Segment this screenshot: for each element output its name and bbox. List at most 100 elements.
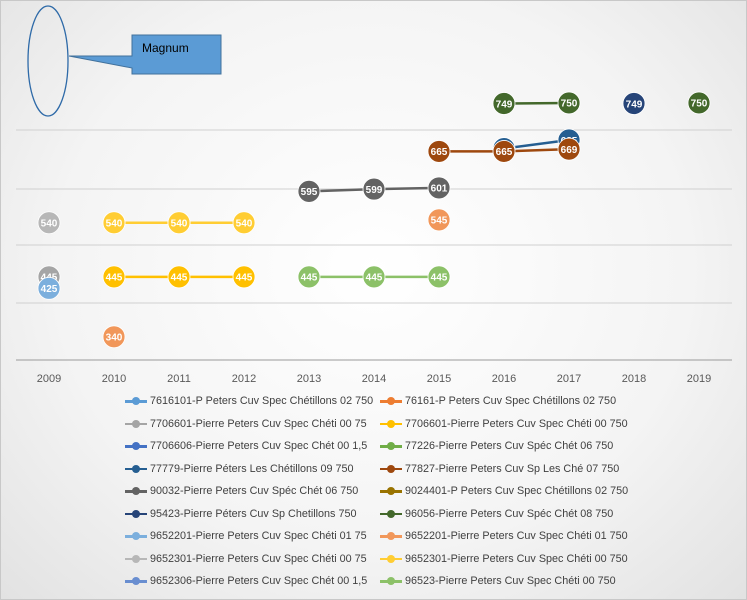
data-label: 749 bbox=[496, 99, 513, 110]
legend-swatch bbox=[380, 576, 402, 586]
x-tick-label: 2011 bbox=[167, 373, 191, 385]
x-tick-label: 2012 bbox=[232, 373, 256, 385]
legend-swatch bbox=[380, 554, 402, 564]
x-tick-label: 2019 bbox=[687, 373, 711, 385]
x-tick-label: 2014 bbox=[362, 373, 386, 385]
legend-item: 9652301-Pierre Peters Cuv Spec Chéti 00 … bbox=[125, 548, 380, 571]
legend-swatch bbox=[125, 419, 147, 429]
legend-swatch bbox=[380, 531, 402, 541]
magnum-highlight-ellipse bbox=[27, 5, 69, 117]
data-point bbox=[297, 179, 321, 203]
legend-item: 9652201-Pierre Peters Cuv Spec Chéti 01 … bbox=[380, 525, 628, 548]
data-label: 340 bbox=[106, 333, 123, 344]
data-label: 669 bbox=[561, 145, 578, 156]
data-label: 750 bbox=[691, 99, 708, 110]
data-label: 445 bbox=[431, 273, 448, 284]
legend-label: 96056-Pierre Peters Cuv Spéc Chét 08 750 bbox=[405, 507, 614, 520]
data-point bbox=[102, 211, 126, 235]
legend-label: 9652306-Pierre Peters Cuv Spec Chét 00 1… bbox=[150, 575, 368, 588]
data-point bbox=[557, 91, 581, 115]
legend-swatch bbox=[380, 419, 402, 429]
legend-item: 7706601-Pierre Peters Cuv Spec Chéti 00 … bbox=[125, 413, 380, 436]
data-point bbox=[102, 265, 126, 289]
legend-item: 95423-Pierre Péters Cuv Sp Chetillons 75… bbox=[125, 503, 380, 526]
legend-label: 7706601-Pierre Peters Cuv Spec Chéti 00 … bbox=[405, 417, 628, 430]
data-point bbox=[622, 92, 646, 115]
data-point bbox=[297, 265, 321, 289]
data-label: 540 bbox=[171, 219, 188, 230]
x-tick-label: 2010 bbox=[102, 373, 126, 385]
legend: 7616101-P Peters Cuv Spec Chétillons 02 … bbox=[125, 390, 628, 593]
legend-item: 9652301-Pierre Peters Cuv Spec Chéti 00 … bbox=[380, 548, 628, 571]
legend-item: 9652201-Pierre Peters Cuv Spec Chéti 01 … bbox=[125, 525, 380, 548]
data-label: 445 bbox=[301, 273, 318, 284]
x-tick-label: 2009 bbox=[37, 373, 61, 385]
data-point bbox=[37, 211, 61, 235]
legend-label: 77226-Pierre Peters Cuv Spéc Chét 06 750 bbox=[405, 440, 614, 453]
legend-swatch bbox=[380, 464, 402, 474]
legend-swatch bbox=[380, 396, 402, 406]
data-point bbox=[687, 91, 711, 115]
data-point bbox=[362, 265, 386, 289]
data-point bbox=[232, 265, 256, 289]
data-label: 750 bbox=[561, 99, 578, 110]
legend-swatch bbox=[380, 486, 402, 496]
data-point bbox=[232, 211, 256, 235]
legend-swatch bbox=[125, 531, 147, 541]
callout-box bbox=[68, 34, 222, 75]
data-label: 445 bbox=[366, 273, 383, 284]
gridlines bbox=[16, 129, 732, 361]
legend-swatch bbox=[125, 576, 147, 586]
line-chart: 2009 2010 2011 2012 2013 2014 2015 2016 2017 2018… bbox=[16, 5, 732, 385]
data-point bbox=[37, 276, 61, 300]
legend-item: 7616101-P Peters Cuv Spec Chétillons 02 … bbox=[125, 390, 380, 413]
data-label: 445 bbox=[106, 273, 123, 284]
data-point bbox=[362, 177, 386, 201]
legend-label: 9652301-Pierre Peters Cuv Spec Chéti 00 … bbox=[405, 552, 628, 565]
legend-swatch bbox=[380, 441, 402, 451]
legend-label: 77827-Pierre Peters Cuv Sp Les Ché 07 75… bbox=[405, 462, 620, 475]
data-label: 540 bbox=[106, 219, 123, 230]
data-point bbox=[427, 140, 451, 163]
legend-item: 77226-Pierre Peters Cuv Spéc Chét 06 750 bbox=[380, 435, 624, 458]
data-point bbox=[427, 176, 451, 200]
data-point bbox=[427, 265, 451, 289]
legend-item: 77827-Pierre Peters Cuv Sp Les Ché 07 75… bbox=[380, 458, 624, 481]
data-point bbox=[167, 211, 191, 235]
data-point bbox=[492, 140, 516, 163]
legend-swatch bbox=[125, 396, 147, 406]
x-tick-label: 2018 bbox=[622, 373, 646, 385]
data-label: 665 bbox=[431, 147, 448, 158]
x-tick-label: 2016 bbox=[492, 373, 516, 385]
legend-label: 9652201-Pierre Peters Cuv Spec Chéti 01 … bbox=[150, 530, 367, 543]
legend-item: 9652306-Pierre Peters Cuv Spec Chét 00 1… bbox=[125, 570, 380, 593]
legend-label: 7706606-Pierre Peters Cuv Spec Chét 00 1… bbox=[150, 440, 368, 453]
legend-swatch bbox=[125, 509, 147, 519]
legend-swatch bbox=[125, 554, 147, 564]
legend-swatch bbox=[125, 464, 147, 474]
data-label: 749 bbox=[626, 99, 643, 110]
data-point bbox=[102, 325, 126, 349]
data-label: 540 bbox=[236, 219, 253, 230]
data-label: 601 bbox=[431, 184, 448, 195]
data-label: 425 bbox=[41, 284, 58, 295]
data-point bbox=[167, 265, 191, 289]
x-tick-label: 2015 bbox=[427, 373, 451, 385]
data-label: 445 bbox=[236, 273, 253, 284]
legend-swatch bbox=[125, 486, 147, 496]
data-point bbox=[557, 137, 581, 161]
legend-swatch bbox=[380, 509, 402, 519]
legend-label: 7616101-P Peters Cuv Spec Chétillons 02 … bbox=[150, 395, 374, 408]
x-tick-label: 2017 bbox=[557, 373, 581, 385]
legend-label: 7706601-Pierre Peters Cuv Spec Chéti 00 … bbox=[150, 417, 367, 430]
legend-label: 95423-Pierre Péters Cuv Sp Chetillons 75… bbox=[150, 507, 357, 520]
data-label: 599 bbox=[366, 185, 383, 196]
legend-label: 96523-Pierre Peters Cuv Spec Chéti 00 75… bbox=[405, 575, 616, 588]
legend-label: 90032-Pierre Peters Cuv Spéc Chét 06 750 bbox=[150, 485, 359, 498]
legend-label: 77779-Pierre Péters Les Chétillons 09 75… bbox=[150, 462, 354, 475]
x-tick-label: 2013 bbox=[297, 373, 321, 385]
legend-label: 9024401-P Peters Cuv Spec Chétillons 02 … bbox=[405, 485, 629, 498]
data-label: 445 bbox=[171, 273, 188, 284]
legend-label: 9652201-Pierre Peters Cuv Spec Chéti 01 … bbox=[405, 530, 628, 543]
